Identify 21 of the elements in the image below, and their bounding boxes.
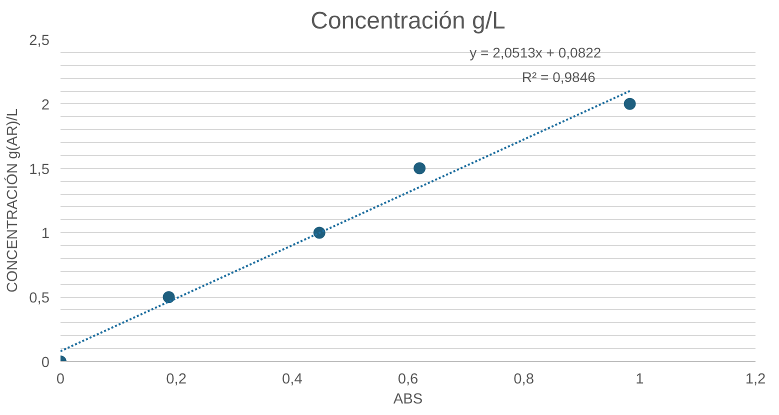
x-tick-label: 0,8 xyxy=(514,372,534,388)
y-tick-label: 2 xyxy=(41,97,50,114)
point xyxy=(162,291,175,304)
x-tick-label: 0,6 xyxy=(398,372,418,388)
y-tick-label: 2,5 xyxy=(29,33,50,49)
chart-title: Concentración g/L xyxy=(310,8,506,34)
y-axis-title: CONCENTRACIÓN g(AR)/L xyxy=(4,108,22,293)
x-tick-label: 0,4 xyxy=(282,372,302,388)
y-tick-label: 1,5 xyxy=(29,162,50,178)
x-tick-label: 1 xyxy=(636,372,644,388)
x-axis-title: ABS xyxy=(393,392,423,408)
x-tick-label: 0,2 xyxy=(166,372,187,388)
point xyxy=(624,98,636,110)
x-tick-label: 1,2 xyxy=(745,372,766,388)
y-tick-label: 1 xyxy=(41,226,50,242)
annotation: R² = 0,9846 xyxy=(522,68,596,85)
x-tick-label: 0 xyxy=(56,372,65,388)
y-tick-label: 0,5 xyxy=(29,290,50,307)
y-tick-label: 0 xyxy=(41,355,50,371)
annotation: y = 2,0513x + 0,0822 xyxy=(470,44,602,60)
point xyxy=(414,162,426,174)
